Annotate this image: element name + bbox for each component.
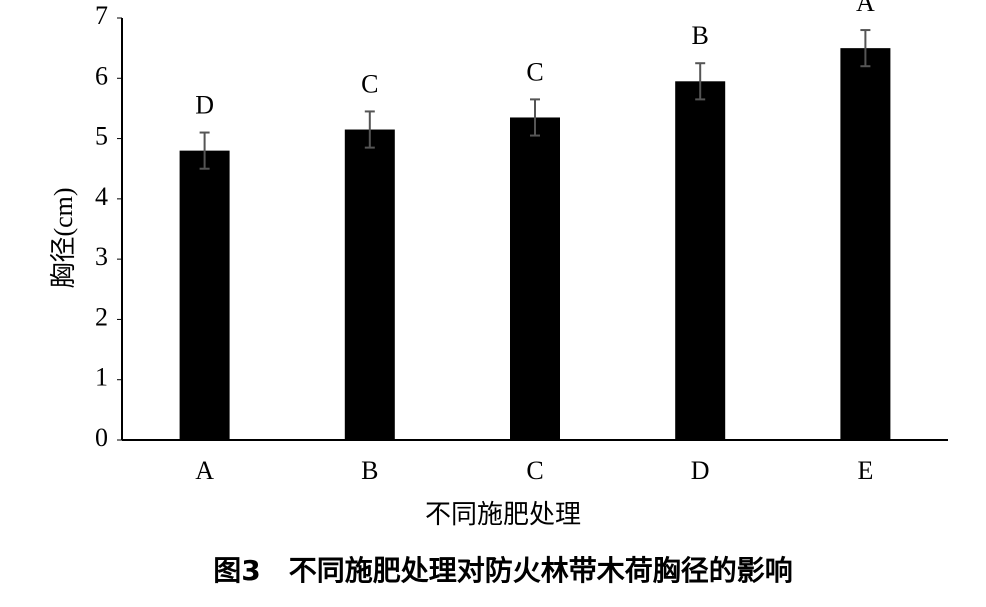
y-tick-label: 0 xyxy=(95,423,108,452)
x-axis-label: 不同施肥处理 xyxy=(425,500,581,529)
caption: 图3 不同施肥处理对防火林带木荷胸径的影响 xyxy=(213,554,793,587)
bar xyxy=(510,117,560,440)
y-tick-label: 7 xyxy=(95,1,108,30)
bar xyxy=(344,129,395,440)
significance-label: C xyxy=(526,57,543,86)
significance-label: B xyxy=(692,21,709,50)
y-axis-label: 胸径(cm) xyxy=(49,187,78,288)
significance-label: A xyxy=(856,0,875,17)
significance-label: D xyxy=(195,91,214,120)
y-tick-label: 1 xyxy=(95,363,108,392)
x-tick-label: B xyxy=(361,456,378,485)
significance-label: C xyxy=(361,69,378,98)
y-tick-label: 4 xyxy=(95,182,108,211)
bar xyxy=(179,150,230,440)
x-tick-label: C xyxy=(526,456,543,485)
y-tick-label: 3 xyxy=(95,242,108,271)
x-tick-label: D xyxy=(691,456,710,485)
bar xyxy=(675,81,726,441)
y-tick-label: 6 xyxy=(95,61,108,90)
bar xyxy=(840,48,891,441)
y-tick-label: 2 xyxy=(95,302,108,331)
x-tick-label: A xyxy=(195,456,214,485)
y-tick-label: 5 xyxy=(95,122,108,151)
x-tick-label: E xyxy=(857,456,873,485)
